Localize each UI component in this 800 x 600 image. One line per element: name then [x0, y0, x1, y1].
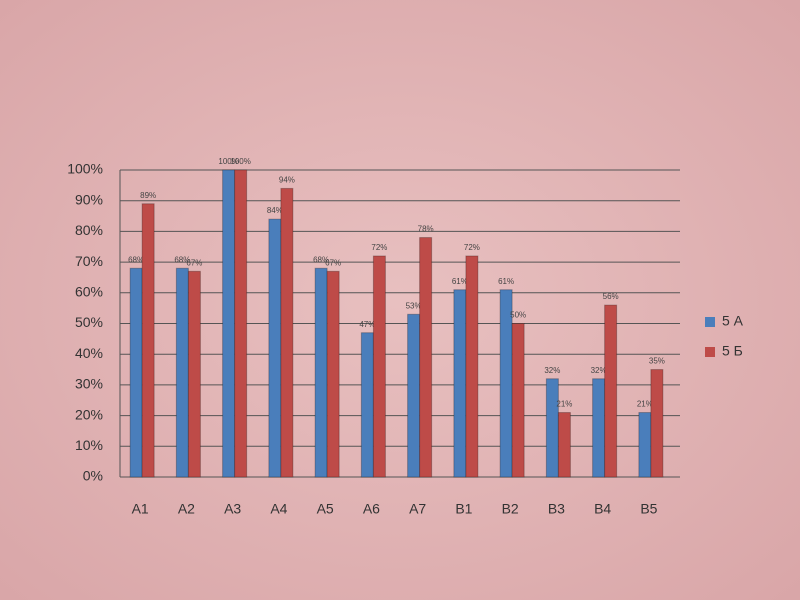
value-label: 100% — [218, 157, 238, 166]
bar — [280, 187, 294, 478]
y-tick-label: 90% — [75, 191, 103, 207]
value-label: 68% — [174, 255, 190, 264]
x-tick-label: A5 — [317, 501, 334, 517]
x-tick-label: B5 — [640, 501, 657, 517]
value-label: 21% — [637, 400, 653, 409]
bar — [604, 304, 618, 478]
bar — [222, 169, 236, 478]
bar — [175, 267, 189, 478]
bar — [511, 323, 525, 478]
bar — [187, 270, 201, 478]
y-tick-label: 50% — [75, 314, 103, 330]
x-tick-label: A7 — [409, 501, 426, 517]
bar — [314, 267, 328, 478]
value-label: 61% — [452, 277, 468, 286]
x-tick-label: B4 — [594, 501, 611, 517]
y-tick-label: 100% — [67, 161, 103, 177]
bar — [592, 378, 606, 478]
x-tick-label: B1 — [455, 501, 472, 517]
x-tick-label: A3 — [224, 501, 241, 517]
value-label: 68% — [313, 255, 329, 264]
value-label: 61% — [498, 277, 514, 286]
value-label: 78% — [418, 225, 434, 234]
x-tick-label: A1 — [132, 501, 149, 517]
y-tick-label: 10% — [75, 437, 103, 453]
bar — [326, 270, 340, 478]
y-tick-label: 40% — [75, 345, 103, 361]
legend-swatch — [705, 317, 715, 327]
value-label: 32% — [591, 366, 607, 375]
value-label: 35% — [649, 357, 665, 366]
bar — [360, 332, 374, 478]
bar — [638, 412, 652, 478]
x-tick-label: A4 — [270, 501, 287, 517]
y-tick-label: 70% — [75, 253, 103, 269]
value-label: 21% — [556, 400, 572, 409]
bar — [650, 369, 664, 478]
bar — [234, 169, 248, 478]
bar — [465, 255, 479, 478]
x-tick-label: B3 — [548, 501, 565, 517]
y-tick-label: 20% — [75, 406, 103, 422]
value-label: 72% — [464, 243, 480, 252]
x-tick-label: A6 — [363, 501, 380, 517]
x-tick-label: B2 — [502, 501, 519, 517]
bar — [545, 378, 559, 478]
value-label: 68% — [128, 255, 144, 264]
bar — [129, 267, 143, 478]
bar — [407, 313, 421, 478]
y-tick-label: 60% — [75, 284, 103, 300]
value-label: 94% — [279, 176, 295, 185]
value-label: 50% — [510, 311, 526, 320]
bar — [557, 412, 571, 478]
bar — [419, 237, 433, 478]
legend-label: 5 А — [722, 313, 744, 329]
value-label: 47% — [359, 320, 375, 329]
value-label: 67% — [186, 258, 202, 267]
value-label: 67% — [325, 258, 341, 267]
legend-label: 5 Б — [722, 343, 743, 359]
bar — [372, 255, 386, 478]
bar — [141, 203, 155, 478]
bar — [453, 289, 467, 478]
y-tick-label: 0% — [83, 468, 103, 484]
value-label: 53% — [406, 301, 422, 310]
bar — [268, 218, 282, 478]
value-label: 89% — [140, 191, 156, 200]
value-label: 32% — [544, 366, 560, 375]
value-label: 84% — [267, 206, 283, 215]
value-label: 56% — [603, 292, 619, 301]
legend-swatch — [705, 347, 715, 357]
x-tick-label: A2 — [178, 501, 195, 517]
value-label: 100% — [230, 157, 250, 166]
y-tick-label: 80% — [75, 222, 103, 238]
value-label: 72% — [371, 243, 387, 252]
y-tick-label: 30% — [75, 376, 103, 392]
